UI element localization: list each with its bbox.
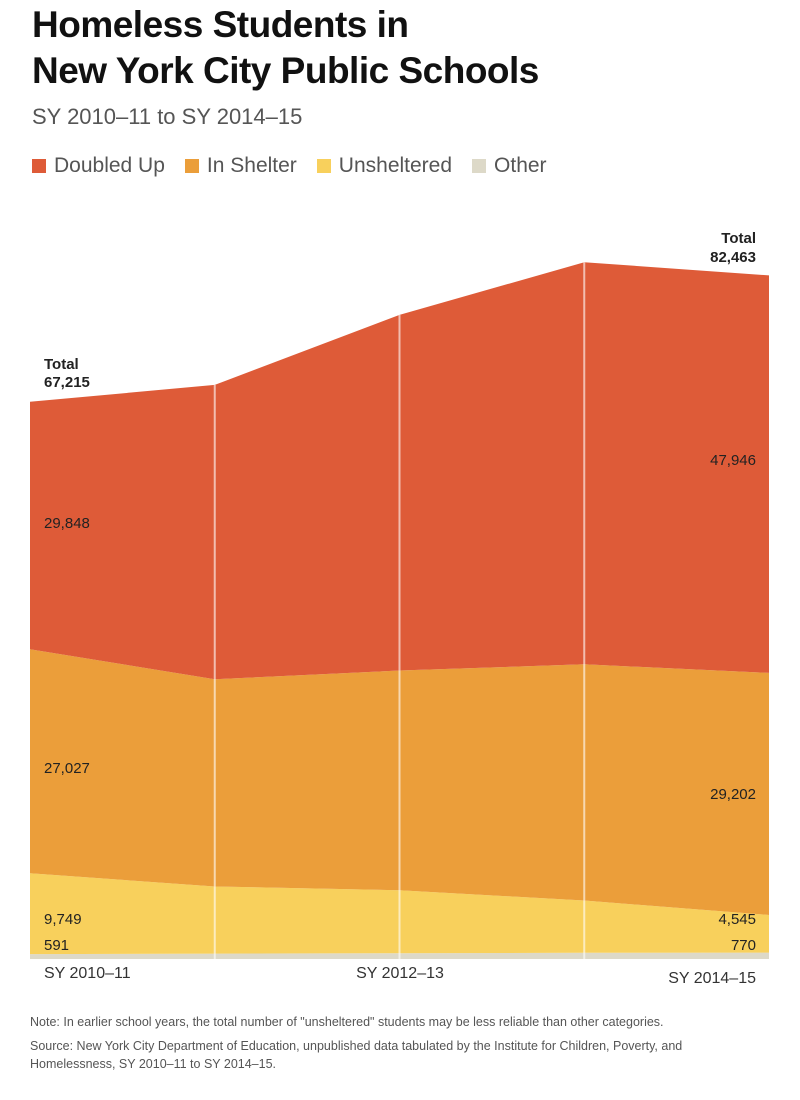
data-label-doubled-up-start: 29,848 xyxy=(44,515,90,532)
legend-label: Doubled Up xyxy=(54,154,165,177)
data-label-other-start: 591 xyxy=(44,937,69,954)
data-label-other-end: 770 xyxy=(731,937,756,954)
chart-subtitle: SY 2010–11 to SY 2014–15 xyxy=(32,104,303,129)
legend-item-unsheltered: Unsheltered xyxy=(316,154,453,178)
footnotes: Note: In earlier school years, the total… xyxy=(30,1013,730,1079)
x-tick-label: SY 2010–11 xyxy=(44,965,131,982)
total-label-start: Total xyxy=(44,356,79,373)
legend-label: In Shelter xyxy=(206,154,297,177)
legend-item-other: Other xyxy=(472,154,547,178)
title-line-1: Homeless Students in xyxy=(32,4,409,45)
x-tick-label: SY 2012–13 xyxy=(356,965,444,982)
data-labels: Total67,215Total82,46329,84827,0279,7495… xyxy=(44,230,756,954)
legend-swatch-doubled-up xyxy=(32,159,46,173)
total-value-end: 82,463 xyxy=(710,249,756,266)
total-value-start: 67,215 xyxy=(44,374,90,391)
legend-item-in-shelter: In Shelter xyxy=(184,154,297,178)
total-label-end: Total xyxy=(721,230,756,247)
legend-swatch-other xyxy=(472,159,487,173)
stacked-area-chart: Total67,215Total82,46329,84827,0279,7495… xyxy=(30,230,769,987)
legend-label: Unsheltered xyxy=(338,154,453,177)
data-label-doubled-up-end: 47,946 xyxy=(710,452,756,469)
chart-title: Homeless Students in New York City Publi… xyxy=(32,2,539,94)
x-axis-ticks: SY 2010–11 SY 2012–13 SY 2014–15 xyxy=(44,965,756,987)
legend: Doubled Up In Shelter Unsheltered Other xyxy=(32,154,567,178)
legend-swatch-unsheltered xyxy=(316,159,331,173)
data-label-unsheltered-start: 9,749 xyxy=(44,911,82,928)
source-text: Source: New York City Department of Educ… xyxy=(30,1039,683,1071)
gridlines xyxy=(213,262,586,959)
note-text: Note: In earlier school years, the total… xyxy=(30,1015,664,1029)
data-label-in-shelter-start: 27,027 xyxy=(44,760,90,777)
data-label-unsheltered-end: 4,545 xyxy=(718,911,756,928)
legend-label: Other xyxy=(494,154,547,177)
x-tick-label: SY 2014–15 xyxy=(668,970,756,987)
legend-item-doubled-up: Doubled Up xyxy=(32,154,165,178)
title-line-2: New York City Public Schools xyxy=(32,50,539,91)
legend-swatch-in-shelter xyxy=(184,159,199,173)
data-label-in-shelter-end: 29,202 xyxy=(710,786,756,803)
